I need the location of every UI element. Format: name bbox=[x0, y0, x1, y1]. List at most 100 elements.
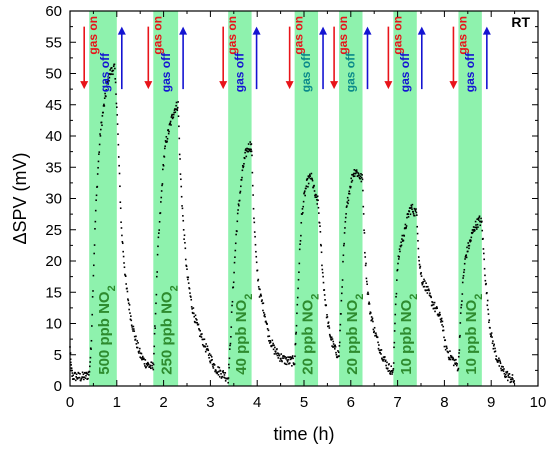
data-point bbox=[430, 296, 433, 299]
data-point bbox=[410, 207, 412, 209]
x-tick-label: 6 bbox=[347, 394, 355, 411]
data-point bbox=[288, 356, 291, 359]
data-point bbox=[89, 361, 91, 363]
gas-pulse-band-3 bbox=[228, 11, 252, 386]
data-point bbox=[237, 203, 240, 205]
data-point bbox=[285, 363, 288, 366]
data-point bbox=[269, 340, 271, 342]
data-point bbox=[244, 151, 246, 154]
data-point bbox=[109, 69, 111, 71]
data-point bbox=[94, 209, 97, 212]
data-point bbox=[352, 175, 355, 178]
data-point bbox=[411, 208, 413, 210]
data-point bbox=[75, 376, 77, 378]
data-point bbox=[503, 368, 505, 370]
data-point bbox=[119, 201, 122, 203]
data-point bbox=[389, 373, 392, 375]
data-point bbox=[247, 143, 250, 145]
data-point bbox=[342, 260, 344, 263]
data-point bbox=[87, 374, 90, 376]
data-point bbox=[452, 358, 455, 360]
data-point bbox=[116, 123, 119, 125]
data-point bbox=[120, 227, 123, 229]
data-point bbox=[238, 199, 241, 202]
gas-pulse-band-5 bbox=[339, 11, 363, 386]
data-point bbox=[294, 342, 297, 345]
data-point bbox=[319, 231, 322, 233]
data-point bbox=[359, 175, 362, 178]
x-tick-label: 2 bbox=[159, 394, 167, 411]
data-point bbox=[162, 164, 165, 167]
data-point bbox=[282, 355, 285, 357]
data-point bbox=[254, 243, 257, 246]
data-point bbox=[486, 299, 489, 302]
data-point bbox=[256, 269, 259, 272]
data-point bbox=[107, 78, 109, 81]
data-point bbox=[238, 204, 240, 207]
data-point bbox=[332, 343, 335, 345]
data-point bbox=[289, 358, 292, 361]
data-point bbox=[455, 362, 458, 364]
data-point bbox=[335, 351, 337, 354]
data-point bbox=[501, 368, 504, 371]
data-point bbox=[463, 271, 465, 274]
data-point bbox=[192, 312, 194, 315]
data-point bbox=[258, 296, 261, 298]
y-tick-label: 20 bbox=[45, 253, 62, 270]
data-point bbox=[372, 320, 374, 323]
data-point bbox=[140, 352, 143, 355]
data-point bbox=[212, 367, 215, 369]
data-point bbox=[121, 242, 124, 245]
data-point bbox=[405, 226, 407, 229]
data-point bbox=[496, 360, 498, 362]
data-point bbox=[249, 141, 251, 143]
data-point bbox=[110, 67, 113, 69]
data-point bbox=[362, 189, 364, 192]
data-point bbox=[257, 278, 260, 281]
data-point bbox=[462, 277, 464, 279]
data-point bbox=[437, 313, 439, 316]
data-point bbox=[147, 363, 150, 366]
data-point bbox=[505, 375, 508, 378]
data-point bbox=[141, 357, 144, 359]
data-point bbox=[468, 247, 470, 250]
spv-data-series bbox=[69, 63, 515, 384]
data-point bbox=[423, 278, 425, 281]
data-point bbox=[447, 351, 450, 354]
data-point bbox=[79, 373, 81, 375]
data-point bbox=[398, 248, 401, 250]
data-point bbox=[175, 101, 178, 104]
data-point bbox=[216, 371, 219, 373]
data-point bbox=[241, 176, 243, 179]
data-point bbox=[460, 306, 462, 309]
data-point bbox=[78, 376, 81, 379]
data-point bbox=[309, 173, 311, 176]
data-point bbox=[274, 351, 277, 353]
data-point bbox=[234, 256, 236, 259]
data-point bbox=[266, 323, 268, 325]
data-point bbox=[234, 249, 237, 252]
data-point bbox=[207, 348, 209, 351]
data-point bbox=[89, 356, 92, 359]
data-point bbox=[337, 350, 339, 352]
data-point bbox=[101, 124, 103, 127]
data-point bbox=[105, 95, 107, 98]
data-point bbox=[353, 172, 355, 175]
data-point bbox=[299, 243, 301, 245]
data-point bbox=[168, 130, 170, 133]
data-point bbox=[87, 377, 89, 380]
data-point bbox=[401, 238, 403, 240]
data-point bbox=[128, 308, 130, 311]
data-point bbox=[366, 283, 368, 286]
data-point bbox=[498, 365, 501, 367]
data-point bbox=[391, 373, 393, 375]
data-point bbox=[112, 65, 115, 68]
data-point bbox=[71, 378, 74, 380]
data-point bbox=[249, 150, 252, 153]
data-point bbox=[166, 137, 169, 140]
data-point bbox=[392, 362, 395, 364]
data-point bbox=[314, 196, 317, 198]
data-point bbox=[399, 250, 401, 253]
data-point bbox=[505, 371, 507, 373]
